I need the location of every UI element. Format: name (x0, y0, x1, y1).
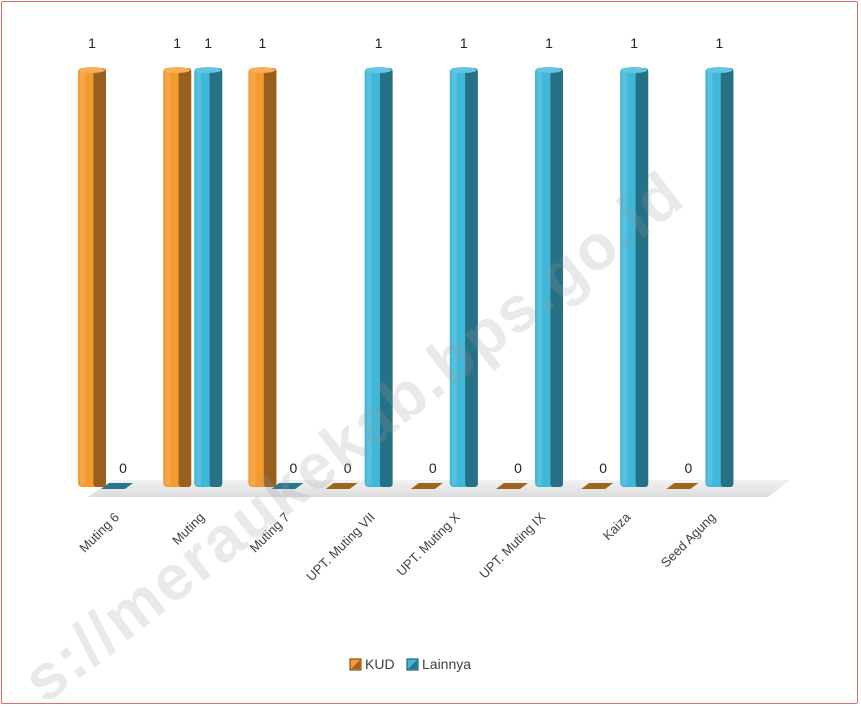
x-tick-label-6: Kaiza (600, 509, 634, 543)
bar-lainnya-0 (101, 483, 133, 489)
bar-lainnya-2 (271, 483, 304, 489)
data-label-lainnya-6: 1 (630, 35, 638, 51)
data-label-kud-0: 1 (88, 35, 96, 51)
data-label-lainnya-0: 0 (119, 460, 127, 476)
data-label-lainnya-5: 1 (545, 35, 553, 51)
data-label-kud-6: 0 (599, 460, 607, 476)
data-label-lainnya-3: 1 (375, 35, 383, 51)
x-tick-label-3: UPT. Muting VII (303, 510, 377, 584)
bar-lainnya-1 (194, 67, 223, 487)
bar-kud-7 (666, 483, 699, 489)
legend: KUD Lainnya (349, 656, 471, 672)
legend-label-lainnya: Lainnya (422, 656, 471, 672)
x-tick-label-5: UPT. Muting IX (476, 509, 548, 581)
legend-item-lainnya: Lainnya (406, 656, 471, 672)
bars-group: 1 0 1 1 1 0 0 1 0 1 0 1 0 1 0 1 (78, 35, 734, 489)
data-label-kud-1: 1 (173, 35, 181, 51)
data-label-kud-4: 0 (429, 460, 437, 476)
bar-kud-6 (581, 483, 614, 489)
bar-lainnya-4 (449, 67, 478, 487)
legend-label-kud: KUD (365, 656, 395, 672)
watermark-text: s://meraukekab.bps.go.id (9, 157, 697, 707)
bar-lainnya-3 (364, 67, 393, 487)
bar-lainnya-6 (620, 67, 649, 487)
x-tick-label-7: Seed Agung (658, 510, 719, 571)
bar-kud-1 (163, 67, 192, 487)
data-label-kud-3: 0 (344, 460, 352, 476)
x-tick-label-0: Muting 6 (76, 510, 122, 556)
bar-kud-5 (496, 483, 528, 489)
data-label-lainnya-1: 1 (204, 35, 212, 51)
legend-item-kud: KUD (349, 656, 395, 672)
data-label-kud-2: 1 (259, 35, 267, 51)
bar-kud-3 (325, 483, 358, 489)
bar-lainnya-7 (705, 67, 734, 487)
bar-kud-2 (248, 67, 277, 487)
data-label-kud-7: 0 (685, 460, 693, 476)
data-label-kud-5: 0 (514, 460, 522, 476)
bar-kud-4 (410, 483, 443, 489)
data-label-lainnya-2: 0 (290, 460, 298, 476)
x-tick-label-4: UPT. Muting X (394, 509, 464, 579)
data-label-lainnya-7: 1 (716, 35, 724, 51)
bar-lainnya-5 (535, 67, 563, 487)
data-label-lainnya-4: 1 (460, 35, 468, 51)
bar-kud-0 (78, 67, 106, 487)
